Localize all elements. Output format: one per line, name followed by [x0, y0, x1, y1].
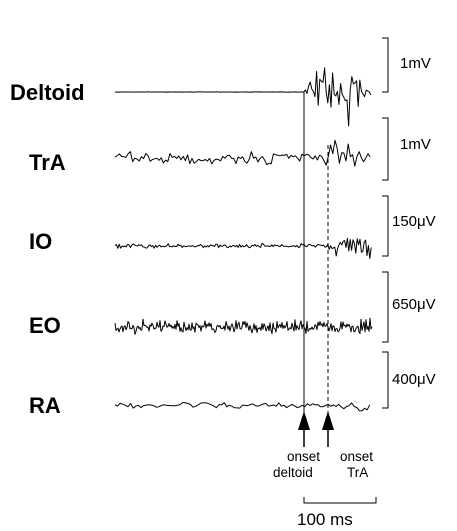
onset-label-tra-line1: onset — [340, 449, 373, 464]
scale-bar-io — [382, 195, 389, 257]
emg-trace-deltoid — [114, 67, 372, 127]
scale-bar-eo — [382, 271, 389, 343]
channel-label-deltoid: Deltoid — [10, 80, 85, 105]
scale-bar-tra — [382, 117, 389, 181]
scale-label-ra: 400μV — [392, 371, 436, 388]
onset-label-tra-line2: TrA — [347, 465, 368, 480]
onset-arrow-deltoid — [298, 411, 310, 447]
scale-label-eo: 650μV — [392, 296, 436, 313]
channel-label-tra: TrA — [29, 150, 66, 175]
scale-label-deltoid: 1mV — [400, 55, 431, 72]
onset-arrow-tra — [322, 411, 334, 447]
emg-trace-eo — [114, 317, 373, 335]
emg-trace-ra — [114, 402, 371, 412]
channel-label-io: IO — [29, 229, 52, 254]
channel-label-eo: EO — [29, 313, 61, 338]
scale-label-tra: 1mV — [400, 136, 431, 153]
scale-bar-deltoid — [382, 37, 389, 93]
channel-label-ra: RA — [29, 393, 61, 418]
onset-label-deltoid-line2: deltoid — [273, 465, 313, 480]
time-scale-label: 100 ms — [297, 510, 353, 529]
scale-bar-ra — [382, 351, 389, 409]
scale-label-io: 150μV — [392, 213, 436, 230]
onset-label-deltoid-line1: onset — [287, 449, 320, 464]
emg-trace-io — [114, 237, 372, 259]
emg-trace-tra — [114, 139, 371, 167]
time-scale-bar — [303, 497, 377, 504]
